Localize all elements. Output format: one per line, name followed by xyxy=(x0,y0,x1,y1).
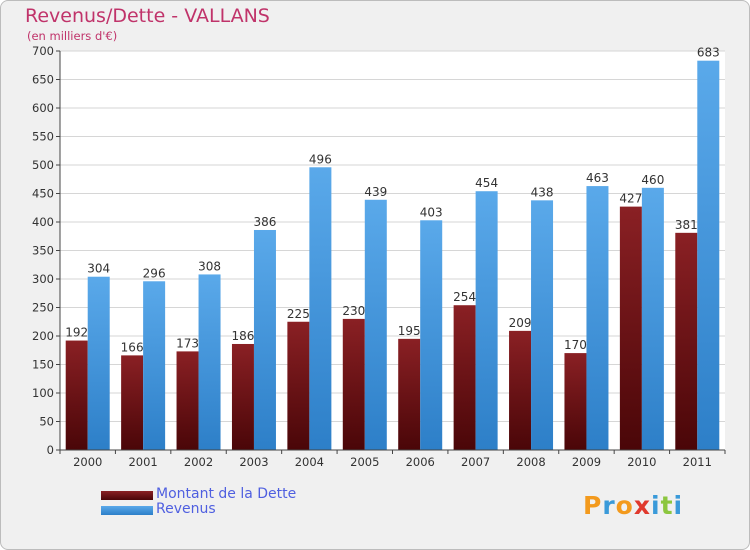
bar-revenus xyxy=(364,199,387,450)
data-label-revenus: 386 xyxy=(254,215,277,229)
data-label-debt: 381 xyxy=(675,218,698,232)
data-label-revenus: 683 xyxy=(697,46,720,60)
bar-revenus xyxy=(475,191,498,450)
y-tick-label: 0 xyxy=(47,443,54,457)
x-tick-label: 2007 xyxy=(461,455,490,469)
bar-debt xyxy=(675,232,698,450)
bar-revenus xyxy=(198,274,221,450)
logo-letter: P xyxy=(583,491,603,520)
bar-revenus xyxy=(253,229,276,450)
bar-revenus xyxy=(697,60,720,450)
y-tick-label: 50 xyxy=(39,415,54,429)
data-label-revenus: 304 xyxy=(87,262,110,276)
bar-debt xyxy=(509,330,532,450)
y-tick-label: 450 xyxy=(32,187,54,201)
x-tick-label: 2011 xyxy=(683,455,712,469)
x-tick-label: 2005 xyxy=(350,455,379,469)
bar-debt xyxy=(619,206,642,450)
bar-debt xyxy=(564,353,587,450)
x-tick-label: 2001 xyxy=(128,455,157,469)
bar-revenus xyxy=(586,186,609,450)
logo-letter: i xyxy=(673,491,684,520)
legend-swatch-debt xyxy=(101,491,153,500)
y-tick-label: 650 xyxy=(32,73,54,87)
bar-debt xyxy=(176,351,199,450)
y-tick-label: 550 xyxy=(32,130,54,144)
data-label-debt: 186 xyxy=(232,329,255,343)
bar-debt xyxy=(121,355,144,450)
x-tick-label: 2008 xyxy=(516,455,545,469)
legend-swatch-revenus xyxy=(101,506,153,515)
y-tick-label: 250 xyxy=(32,301,54,315)
data-label-revenus: 403 xyxy=(420,205,443,219)
data-label-debt: 166 xyxy=(121,340,144,354)
data-label-debt: 173 xyxy=(176,336,199,350)
data-label-debt: 209 xyxy=(509,316,532,330)
data-label-revenus: 496 xyxy=(309,152,332,166)
bar-debt xyxy=(342,318,365,450)
y-tick-label: 600 xyxy=(32,101,54,115)
bar-debt xyxy=(287,321,310,450)
x-tick-label: 2004 xyxy=(295,455,324,469)
bar-debt xyxy=(453,305,476,450)
data-label-debt: 170 xyxy=(564,338,587,352)
data-label-revenus: 308 xyxy=(198,259,221,273)
y-tick-label: 200 xyxy=(32,329,54,343)
logo-letter: x xyxy=(633,491,651,520)
chart-subtitle: (en milliers d'€) xyxy=(27,29,118,43)
logo-letter: t xyxy=(660,491,674,520)
bar-revenus xyxy=(143,281,166,450)
y-tick-label: 700 xyxy=(32,44,54,58)
bar-debt xyxy=(65,340,88,450)
y-tick-label: 400 xyxy=(32,215,54,229)
logo-letter: r xyxy=(602,491,616,520)
bar-revenus xyxy=(531,200,554,450)
data-label-revenus: 439 xyxy=(364,185,387,199)
proxiti-logo: Proxiti xyxy=(583,491,683,520)
data-label-debt: 192 xyxy=(65,326,88,340)
bar-revenus xyxy=(641,187,664,451)
x-tick-label: 2000 xyxy=(73,455,102,469)
data-label-revenus: 460 xyxy=(641,173,664,187)
data-label-revenus: 296 xyxy=(143,266,166,280)
data-label-debt: 254 xyxy=(453,290,476,304)
data-label-revenus: 463 xyxy=(586,171,609,185)
data-label-debt: 225 xyxy=(287,307,310,321)
chart-title: Revenus/Dette - VALLANS xyxy=(25,5,270,27)
x-tick-label: 2010 xyxy=(627,455,656,469)
bar-debt xyxy=(231,343,254,450)
bar-revenus xyxy=(420,220,443,450)
data-label-debt: 427 xyxy=(619,192,642,206)
legend-label-revenus: Revenus xyxy=(156,501,216,517)
x-tick-label: 2003 xyxy=(239,455,268,469)
x-tick-label: 2009 xyxy=(572,455,601,469)
legend-label-debt: Montant de la Dette xyxy=(156,486,297,502)
data-label-revenus: 454 xyxy=(475,176,498,190)
y-tick-label: 150 xyxy=(32,358,54,372)
y-tick-label: 350 xyxy=(32,244,54,258)
data-label-debt: 195 xyxy=(398,324,421,338)
bar-debt xyxy=(398,338,421,450)
y-tick-label: 500 xyxy=(32,158,54,172)
bar-revenus xyxy=(87,276,110,450)
x-tick-label: 2006 xyxy=(406,455,435,469)
y-tick-label: 300 xyxy=(32,272,54,286)
bar-revenus xyxy=(309,167,332,450)
x-tick-label: 2002 xyxy=(184,455,213,469)
y-tick-label: 100 xyxy=(32,386,54,400)
logo-letter: i xyxy=(651,491,661,520)
logo-letter: o xyxy=(615,491,634,520)
data-label-debt: 230 xyxy=(342,304,365,318)
data-label-revenus: 438 xyxy=(531,185,554,199)
